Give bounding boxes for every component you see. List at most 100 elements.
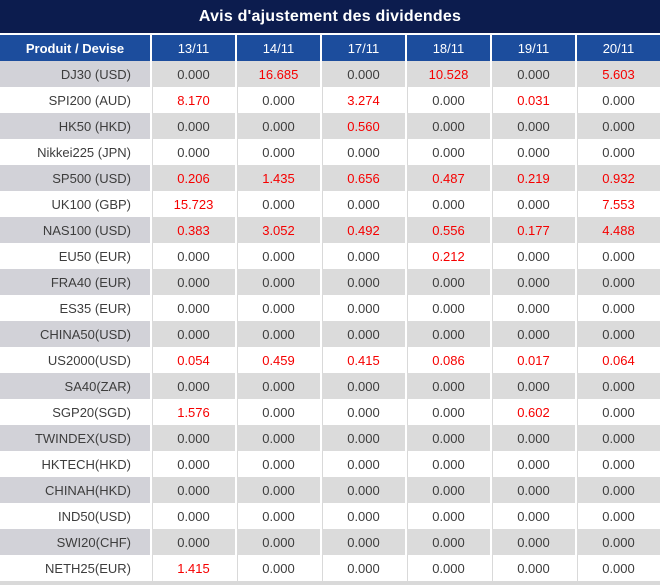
value-cell: 0.556 [405, 217, 490, 243]
value-cell: 0.000 [490, 269, 575, 295]
value-cell: 0.000 [320, 191, 405, 217]
value-cell: 0.000 [405, 503, 490, 529]
value-cell: 0.487 [405, 165, 490, 191]
value-cell: 0.000 [575, 399, 660, 425]
value-cell: 0.000 [490, 555, 575, 581]
table-row: SP500 (USD) 0.206 1.435 0.656 0.487 0.219 0.93… [0, 165, 660, 191]
value-cell: 0.000 [320, 399, 405, 425]
value-cell: 0.219 [490, 165, 575, 191]
value-cell: 0.000 [405, 399, 490, 425]
table-row: ES35 (EUR) 0.000 0.000 0.000 0.000 0.000 0.000 [0, 295, 660, 321]
value-cell: 3.274 [320, 87, 405, 113]
value-cell: 0.000 [575, 321, 660, 347]
value-cell: 0.000 [490, 529, 575, 555]
value-cell: 0.000 [575, 295, 660, 321]
value-cell: 0.000 [320, 243, 405, 269]
product-cell: ES35 (EUR) [0, 295, 150, 321]
table-row: DJ30 (USD) 0.000 16.685 0.000 10.528 0.000 5.6… [0, 61, 660, 87]
value-cell: 0.086 [405, 347, 490, 373]
value-cell: 0.000 [575, 451, 660, 477]
value-cell: 0.000 [150, 139, 235, 165]
value-cell: 0.000 [405, 529, 490, 555]
header-row: Produit / Devise 13/11 14/11 17/11 18/11 19/1… [0, 35, 660, 61]
table-row: Nikkei225 (JPN) 0.000 0.000 0.000 0.000 0.000… [0, 139, 660, 165]
product-cell: CHINA50(USD) [0, 321, 150, 347]
value-cell: 0.000 [575, 243, 660, 269]
value-cell: 0.000 [405, 269, 490, 295]
value-cell: 0.000 [405, 477, 490, 503]
value-cell: 0.000 [150, 477, 235, 503]
value-cell: 0.000 [235, 503, 320, 529]
bottom-border-strip [0, 581, 660, 585]
value-cell: 0.000 [575, 373, 660, 399]
product-cell: HK50 (HKD) [0, 113, 150, 139]
value-cell: 0.000 [575, 529, 660, 555]
product-cell: SA40(ZAR) [0, 373, 150, 399]
value-cell: 0.000 [405, 425, 490, 451]
product-cell: SGP20(SGD) [0, 399, 150, 425]
value-cell: 0.000 [235, 477, 320, 503]
value-cell: 0.000 [320, 451, 405, 477]
value-cell: 0.000 [490, 61, 575, 87]
table-row: TWINDEX(USD) 0.000 0.000 0.000 0.000 0.000 0.0… [0, 425, 660, 451]
column-header-date: 14/11 [235, 35, 320, 61]
value-cell: 0.000 [405, 451, 490, 477]
value-cell: 0.000 [405, 191, 490, 217]
value-cell: 0.932 [575, 165, 660, 191]
table-row: SGP20(SGD) 1.576 0.000 0.000 0.000 0.602 0.000 [0, 399, 660, 425]
value-cell: 1.435 [235, 165, 320, 191]
value-cell: 1.576 [150, 399, 235, 425]
value-cell: 0.656 [320, 165, 405, 191]
value-cell: 0.000 [320, 61, 405, 87]
value-cell: 0.000 [575, 555, 660, 581]
product-cell: HKTECH(HKD) [0, 451, 150, 477]
value-cell: 0.000 [320, 529, 405, 555]
title-bar: Avis d'ajustement des dividendes [0, 0, 660, 35]
column-header-date: 13/11 [150, 35, 235, 61]
value-cell: 8.170 [150, 87, 235, 113]
value-cell: 0.054 [150, 347, 235, 373]
product-cell: SPI200 (AUD) [0, 87, 150, 113]
product-cell: IND50(USD) [0, 503, 150, 529]
product-cell: EU50 (EUR) [0, 243, 150, 269]
value-cell: 0.000 [235, 451, 320, 477]
value-cell: 5.603 [575, 61, 660, 87]
column-header-date: 17/11 [320, 35, 405, 61]
value-cell: 0.000 [150, 113, 235, 139]
value-cell: 0.000 [235, 529, 320, 555]
table-row: SWI20(CHF) 0.000 0.000 0.000 0.000 0.000 0.000 [0, 529, 660, 555]
value-cell: 0.000 [235, 555, 320, 581]
value-cell: 0.000 [150, 321, 235, 347]
value-cell: 0.000 [490, 243, 575, 269]
value-cell: 0.000 [150, 425, 235, 451]
value-cell: 0.000 [320, 139, 405, 165]
value-cell: 0.000 [150, 529, 235, 555]
value-cell: 0.000 [150, 451, 235, 477]
value-cell: 0.000 [235, 191, 320, 217]
value-cell: 0.000 [150, 269, 235, 295]
product-cell: NAS100 (USD) [0, 217, 150, 243]
value-cell: 0.000 [575, 425, 660, 451]
table-row: FRA40 (EUR) 0.000 0.000 0.000 0.000 0.000 0.00… [0, 269, 660, 295]
table-header: Produit / Devise 13/11 14/11 17/11 18/11 19/1… [0, 35, 660, 61]
value-cell: 0.000 [575, 139, 660, 165]
value-cell: 0.212 [405, 243, 490, 269]
value-cell: 0.000 [235, 295, 320, 321]
table-body: DJ30 (USD) 0.000 16.685 0.000 10.528 0.000 5.6… [0, 61, 660, 581]
value-cell: 0.000 [405, 113, 490, 139]
value-cell: 0.000 [490, 451, 575, 477]
value-cell: 1.415 [150, 555, 235, 581]
table-row: IND50(USD) 0.000 0.000 0.000 0.000 0.000 0.000 [0, 503, 660, 529]
product-cell: NETH25(EUR) [0, 555, 150, 581]
value-cell: 0.000 [490, 321, 575, 347]
product-cell: CHINAH(HKD) [0, 477, 150, 503]
value-cell: 0.000 [150, 503, 235, 529]
column-header-date: 20/11 [575, 35, 660, 61]
column-header-product: Produit / Devise [0, 35, 150, 61]
value-cell: 0.000 [405, 555, 490, 581]
value-cell: 0.000 [490, 139, 575, 165]
value-cell: 0.000 [575, 113, 660, 139]
value-cell: 0.000 [575, 269, 660, 295]
product-cell: SWI20(CHF) [0, 529, 150, 555]
value-cell: 0.000 [235, 139, 320, 165]
